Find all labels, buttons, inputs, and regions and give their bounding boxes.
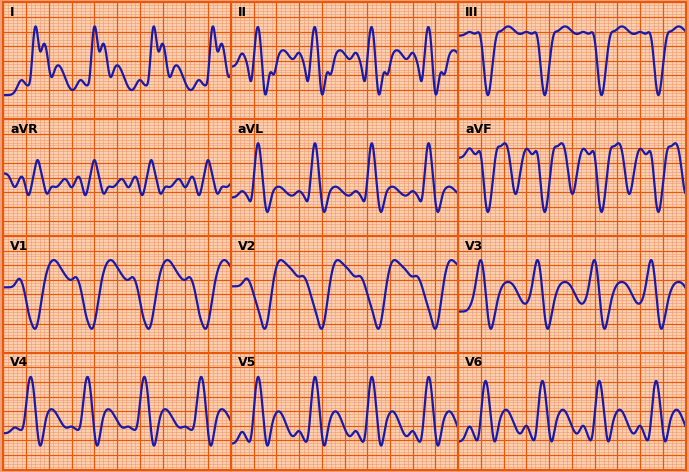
- Text: II: II: [238, 6, 247, 19]
- Text: III: III: [465, 6, 478, 19]
- Text: V3: V3: [465, 239, 483, 253]
- Text: V6: V6: [465, 356, 483, 369]
- Text: aVR: aVR: [10, 123, 38, 135]
- Text: aVF: aVF: [465, 123, 492, 135]
- Text: V2: V2: [238, 239, 256, 253]
- Text: V5: V5: [238, 356, 256, 369]
- Text: I: I: [10, 6, 14, 19]
- Text: V1: V1: [10, 239, 29, 253]
- Text: aVL: aVL: [238, 123, 264, 135]
- Text: V4: V4: [10, 356, 29, 369]
